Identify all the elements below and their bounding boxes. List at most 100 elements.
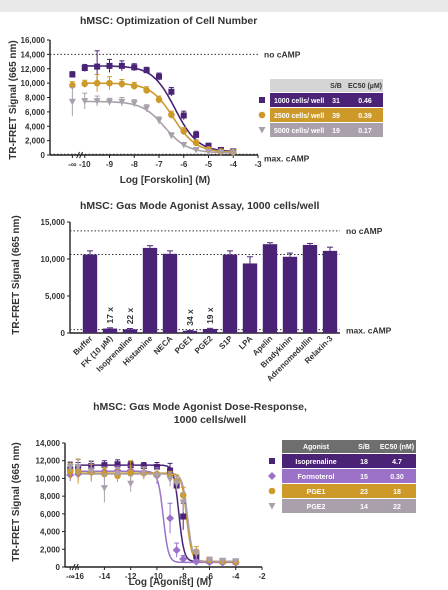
chart1-point <box>180 141 188 149</box>
chart1-point <box>69 71 76 78</box>
chart1-table-header: S/B <box>330 83 342 90</box>
chart2-title: hMSC: Gαs Mode Agonist Assay, 1000 cells… <box>80 200 320 212</box>
chart3-point <box>74 463 82 471</box>
chart1-point <box>94 63 101 70</box>
chart1-point <box>130 82 138 90</box>
chart2-y-tick-label: 10,000 <box>41 255 66 264</box>
chart1-y-tick-label: 0 <box>41 151 46 160</box>
chart1-point <box>130 100 138 107</box>
chart3-axis-break <box>74 563 79 571</box>
chart3-legend-marker <box>268 503 276 510</box>
chart1-y-tick-label: 6,000 <box>25 108 46 117</box>
chart3-y-tick-label: 8,000 <box>40 492 61 501</box>
chart1-point <box>143 87 150 94</box>
chart2-bar <box>262 244 278 333</box>
chart3-table-cell: 14 <box>360 504 368 511</box>
chart3-axis-break <box>71 563 76 571</box>
chart3-point <box>192 557 201 566</box>
chart2-category-label: LPA <box>237 334 254 351</box>
chart1-table-cell: 2500 cells/ well <box>274 113 324 120</box>
chart1-axis-break <box>76 151 81 159</box>
chart1-legend-marker <box>258 127 266 134</box>
chart1-point <box>168 88 175 95</box>
chart2-ref-label: max. cAMP <box>346 326 392 336</box>
chart1-point <box>81 65 88 72</box>
chart1-point <box>205 148 212 156</box>
chart1-point <box>180 112 187 119</box>
chart3-table-row <box>282 454 416 468</box>
chart3-point <box>166 514 175 523</box>
chart3-x-tick-label: -14 <box>99 572 111 581</box>
chart-agonist-assay: hMSC: Gαs Mode Agonist Assay, 1000 cells… <box>11 200 392 383</box>
chart1-point <box>143 67 150 74</box>
chart3-point <box>167 467 174 474</box>
chart1-fit-curve <box>84 100 235 154</box>
chart1-legend-marker <box>259 97 265 103</box>
chart1-point <box>118 62 125 69</box>
chart2-bar <box>82 254 98 333</box>
chart3-point <box>192 550 200 558</box>
chart3-point <box>232 558 240 565</box>
chart1-point <box>131 64 138 71</box>
chart1-point <box>192 146 200 154</box>
chart3-point <box>172 546 181 555</box>
chart1-title: hMSC: Optimization of Cell Number <box>80 15 257 27</box>
chart3-table-cell: 23 <box>360 489 368 496</box>
chart1-table-row <box>270 123 383 137</box>
chart3-table-row <box>282 469 416 483</box>
chart2-bar <box>122 329 138 333</box>
chart3-x-tick-label: -12 <box>125 572 137 581</box>
chart3-table-header: S/B <box>358 444 370 451</box>
chart3-table-row <box>282 484 416 498</box>
chart3-point <box>127 469 134 477</box>
chart2-bar <box>282 256 298 333</box>
chart2-bar <box>202 328 218 333</box>
chart3-table-cell: 22 <box>393 504 401 511</box>
chart1-x-tick-label: -9 <box>106 160 114 169</box>
chart1-ylabel: TR-FRET Signal (665 nm) <box>8 40 19 159</box>
chart1-table-cell: 0.46 <box>358 98 372 105</box>
chart1-point <box>193 131 200 138</box>
chart1-point <box>155 96 163 103</box>
chart1-point <box>180 127 188 135</box>
chart3-y-tick-label: 14,000 <box>36 439 61 448</box>
chart3-xlabel: Log [Agonist] (M) <box>129 577 212 588</box>
chart1-table-cell: 0.39 <box>358 113 372 120</box>
chart2-bar <box>242 263 258 333</box>
chart3-table-cell: 18 <box>360 459 368 466</box>
chart3-subtitle: 1000 cells/well <box>174 414 246 426</box>
chart2-bar <box>302 244 318 333</box>
chart1-point <box>167 132 175 140</box>
chart3-y-tick-label: 0 <box>56 563 61 572</box>
chart3-point <box>205 556 213 564</box>
chart1-legend-marker <box>258 111 266 119</box>
chart3-point <box>179 499 187 506</box>
chart-dose-response: hMSC: Gαs Mode Agonist Dose-Response, 10… <box>11 401 416 588</box>
chart2-bar <box>102 328 118 333</box>
chart2-category-label: S1P <box>217 334 235 352</box>
chart3-x-tick-label: -∞ <box>66 572 75 581</box>
chart1-point <box>118 80 126 88</box>
chart1-xlabel: Log [Forskolin] (M) <box>120 175 211 186</box>
chart1-table-row <box>270 108 383 122</box>
chart3-point <box>114 471 122 478</box>
chart1-ref-label: max. cAMP <box>264 153 310 163</box>
chart1-table-cell: 39 <box>332 113 340 120</box>
chart3-x-tick-label: -8 <box>180 572 188 581</box>
chart3-point <box>87 468 95 475</box>
chart3-table-header-bg <box>282 440 416 453</box>
chart1-point <box>229 149 237 157</box>
chart1-y-tick-label: 2,000 <box>25 137 46 146</box>
chart1-point <box>81 98 89 105</box>
chart3-point <box>179 555 188 564</box>
chart1-x-tick-label: -6 <box>180 160 188 169</box>
chart3-point <box>66 463 74 471</box>
chart3-title: hMSC: Gαs Mode Agonist Dose-Response, <box>93 401 307 413</box>
chart3-point <box>140 470 148 477</box>
chart3-x-tick-label: -6 <box>206 572 214 581</box>
chart3-point <box>153 472 161 480</box>
chart3-point <box>101 462 108 469</box>
chart2-category-label: PGE2 <box>193 334 215 356</box>
chart2-category-label: PGE1 <box>173 334 195 356</box>
